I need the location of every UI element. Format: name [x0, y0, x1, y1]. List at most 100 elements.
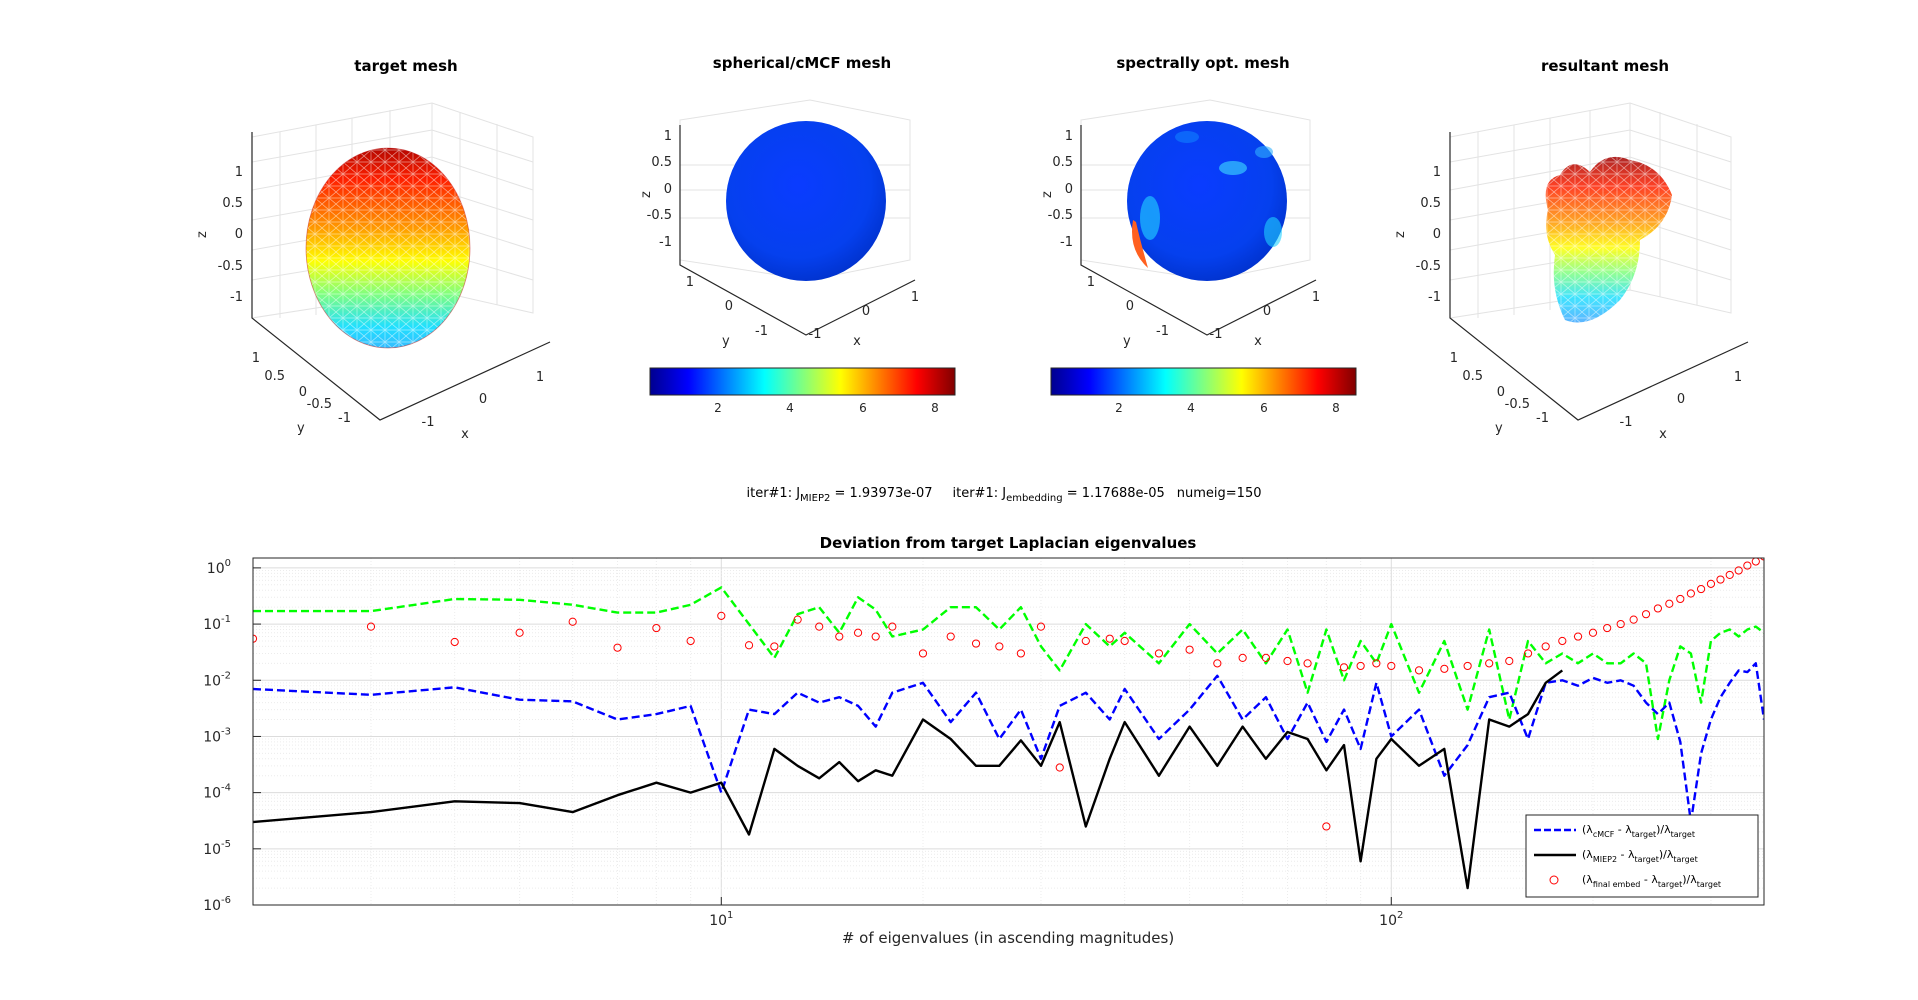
series-marker	[366, 622, 376, 631]
series-marker	[1734, 566, 1743, 575]
xtick: -1	[1620, 415, 1633, 430]
ytick: -1	[755, 324, 768, 339]
series-marker	[1573, 632, 1583, 641]
x-axis-label: # of eigenvalues (in ascending magnitude…	[842, 929, 1174, 947]
series-marker	[853, 628, 863, 637]
eigenvalue-deviation-chart: Deviation from target Laplacian eigenval…	[203, 534, 1765, 947]
ytick: -1	[1536, 411, 1549, 426]
panel-spherical-cmcf-mesh: spherical/cMCF mesh z 1 0.5 0 -0.5 -1 1 …	[639, 54, 956, 415]
ylabel: y	[1495, 421, 1503, 436]
series-marker	[1185, 645, 1194, 654]
colorbar	[1050, 367, 1357, 396]
series-marker	[1356, 661, 1365, 671]
series-marker	[770, 642, 779, 651]
series-line	[253, 662, 1764, 824]
colorbar	[649, 367, 956, 396]
colorbar-tick: 4	[786, 401, 794, 415]
colorbar-tick: 8	[931, 401, 939, 415]
xtick: 1	[911, 290, 919, 305]
series-marker	[815, 622, 824, 631]
series-marker	[744, 641, 754, 650]
series-marker	[995, 642, 1004, 651]
series-marker	[1081, 636, 1090, 646]
colorbar-tick: 8	[1332, 401, 1340, 415]
series-marker	[1716, 575, 1725, 584]
zlabel: z	[195, 231, 210, 238]
ztick: 0.5	[1052, 155, 1073, 170]
colorbar-tick: 6	[1260, 401, 1268, 415]
x-tick-label: 102	[1379, 910, 1403, 929]
series-marker	[1743, 561, 1752, 570]
series-marker	[1120, 636, 1129, 646]
ytick: -1	[338, 411, 351, 426]
series-marker	[1686, 589, 1695, 598]
series-marker	[1339, 663, 1349, 672]
ztick: -1	[1060, 235, 1073, 250]
series-marker	[1676, 594, 1685, 604]
ylabel: y	[297, 421, 305, 436]
series-marker	[717, 611, 726, 620]
ztick: 0.5	[222, 196, 243, 211]
ztick: 0.5	[1420, 196, 1441, 211]
series-marker	[971, 639, 981, 648]
series-marker	[1372, 659, 1381, 668]
series-marker	[652, 623, 661, 633]
ztick: -1	[230, 290, 243, 305]
ytick: 1	[686, 275, 694, 290]
series-marker	[1616, 619, 1625, 629]
series-marker	[1213, 659, 1222, 668]
ytick: 1	[1087, 275, 1095, 290]
series-marker	[1485, 659, 1494, 668]
colorbar-tick: 6	[859, 401, 867, 415]
panel-target-mesh: target mesh z 1 0.5 0 -0.5 -1 1 0.5 0 -0…	[195, 57, 551, 442]
y-tick-label: 100	[207, 558, 231, 577]
series-marker	[871, 632, 880, 641]
ztick: 0	[235, 227, 243, 242]
xlabel: x	[1254, 334, 1262, 349]
series-marker	[946, 632, 955, 641]
xtick: -1	[422, 415, 435, 430]
series-marker	[1440, 664, 1449, 673]
ztick: 0	[664, 182, 672, 197]
colorbar-tick: 2	[714, 401, 722, 415]
series-marker	[568, 617, 577, 626]
y-tick-label: 10-2	[203, 670, 231, 689]
xtick: 1	[536, 370, 544, 385]
ylabel: y	[1123, 334, 1131, 349]
series-marker	[1303, 659, 1312, 668]
xtick: 1	[1312, 290, 1320, 305]
colorbar-tick: 2	[1115, 401, 1123, 415]
series-marker	[686, 636, 695, 646]
axes-lines	[251, 132, 551, 421]
series-marker	[1641, 610, 1651, 619]
ztick: 1	[235, 165, 243, 180]
panel-title: target mesh	[354, 57, 457, 75]
series-marker	[1725, 570, 1734, 580]
series-marker	[1387, 661, 1396, 671]
ztick: 1	[664, 129, 672, 144]
sphere-mesh-surface	[726, 121, 886, 281]
series-marker	[1154, 649, 1164, 658]
resultant-mesh-surface	[1545, 156, 1672, 323]
series-marker	[1055, 763, 1064, 772]
series-marker	[253, 634, 258, 643]
panel-title: spherical/cMCF mesh	[713, 54, 891, 72]
ytick: 0.5	[1462, 369, 1483, 384]
legend: (λcMCF - λtarget)/λtarget (λMIEP2 - λtarg…	[1525, 814, 1759, 898]
xlabel: x	[853, 334, 861, 349]
x-tick-label: 101	[709, 910, 733, 929]
series-marker	[1706, 579, 1716, 588]
ylabel: y	[722, 334, 730, 349]
y-tick-label: 10-6	[203, 895, 231, 914]
panel-title: resultant mesh	[1541, 57, 1669, 75]
y-tick-label: 10-1	[203, 614, 231, 633]
series-marker	[1261, 653, 1271, 663]
axis-ticks: 101 102 100 10-1 10-2 10-3 10-4 10-5 10-6	[203, 558, 1403, 929]
zlabel: z	[1040, 191, 1055, 198]
ytick: -1	[1156, 324, 1169, 339]
xtick: 1	[1734, 370, 1742, 385]
xlabel: x	[1659, 427, 1667, 442]
zlabel: z	[639, 191, 654, 198]
series-layer	[253, 558, 1764, 890]
ytick: 0.5	[264, 369, 285, 384]
